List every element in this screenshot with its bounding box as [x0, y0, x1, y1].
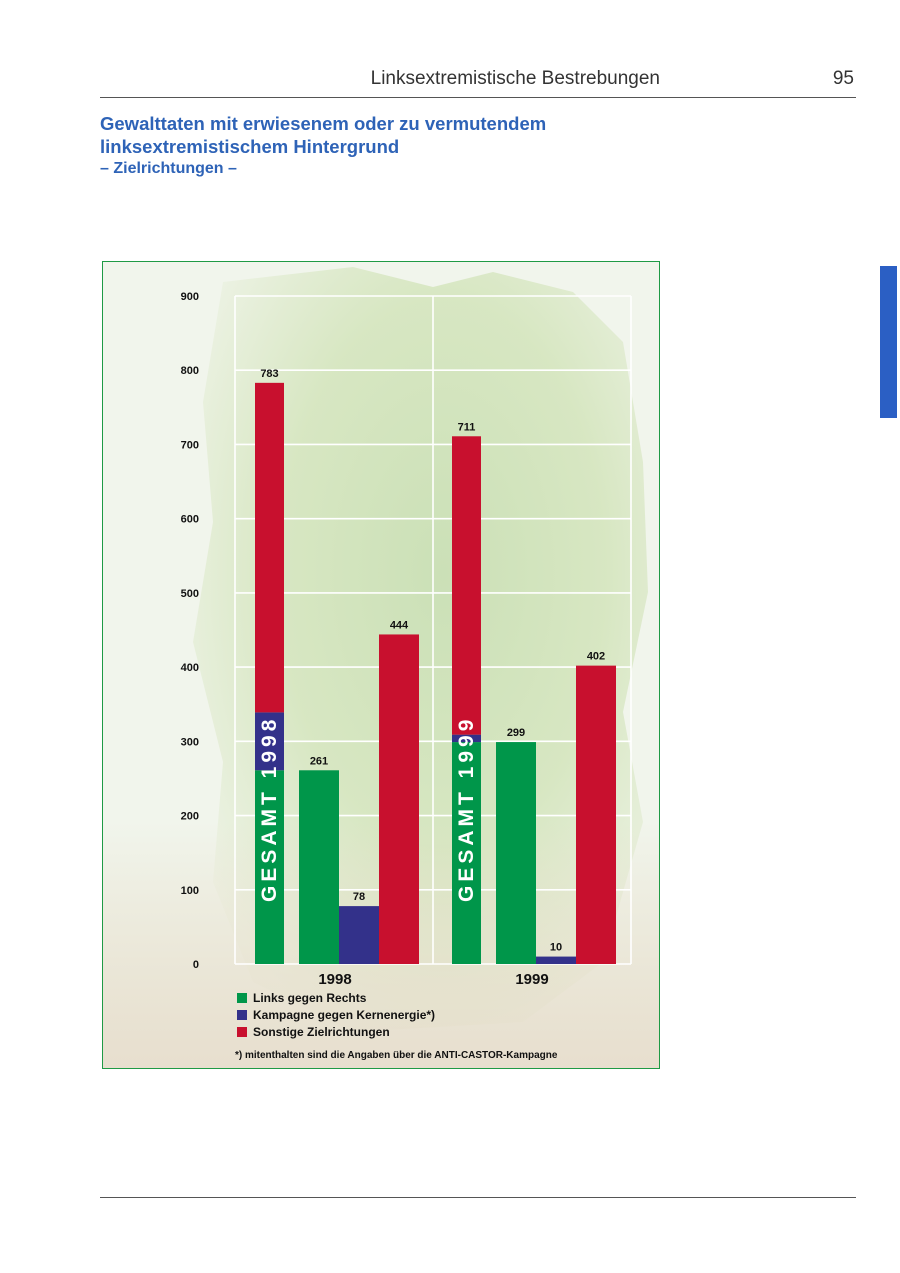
- y-tick-label: 100: [181, 885, 199, 897]
- y-tick-label: 400: [181, 662, 199, 674]
- legend-swatch: [237, 993, 247, 1003]
- data-label: 78: [353, 891, 365, 903]
- legend-swatch: [237, 1010, 247, 1020]
- data-label: 299: [507, 727, 525, 739]
- y-tick-label: 300: [181, 736, 199, 748]
- total-bar-segment: [452, 734, 481, 743]
- footer-rule: [100, 1197, 856, 1198]
- section-title: Linksextremistische Bestrebungen: [370, 68, 660, 89]
- chart-footnote: *) mitenthalten sind die Angaben über di…: [235, 1050, 558, 1061]
- legend: Links gegen Rechts Kampagne gegen Kernene…: [237, 991, 435, 1039]
- chart-grid: [234, 295, 632, 965]
- chart-title-line-2: linksextremistischem Hintergrund: [100, 136, 400, 157]
- running-head: Linksextremistische Bestrebungen 95: [100, 66, 856, 98]
- legend-label: Kampagne gegen Kernenergie*): [253, 1008, 435, 1022]
- bar: [496, 742, 536, 964]
- total-bar-segment: [255, 382, 284, 713]
- legend-label: Links gegen Rechts: [253, 991, 367, 1005]
- chart-title-line-1: Gewalttaten mit erwiesenem oder zu vermu…: [100, 113, 547, 134]
- bar: [576, 665, 616, 964]
- total-bar-segment: [452, 436, 481, 735]
- data-label: 402: [587, 651, 605, 663]
- bar: [299, 770, 339, 964]
- data-label: 711: [458, 421, 476, 433]
- x-category-label: 1999: [515, 971, 548, 988]
- legend-swatch: [237, 1027, 247, 1037]
- y-axis-labels: 0 100 200 300 400 500 600 700 800 900: [181, 291, 199, 971]
- chapter-tab-marker: [880, 266, 897, 418]
- page-number: 95: [832, 68, 854, 89]
- total-bar-label: GESAMT 1999: [455, 716, 478, 902]
- y-tick-label: 800: [181, 365, 199, 377]
- y-tick-label: 200: [181, 811, 199, 823]
- total-bar-segment: [255, 770, 284, 964]
- bar-chart: 0 100 200 300 400 500 600 700 800 900 783 GESAMT 1…: [103, 262, 659, 1068]
- data-label: 261: [310, 755, 328, 767]
- bar: [379, 634, 419, 964]
- x-axis-labels: 1998 1999: [318, 971, 548, 988]
- chart-bars: [255, 382, 616, 964]
- data-label: 10: [550, 942, 562, 954]
- data-labels: 783 GESAMT 1998 261 78 444 711 GESAMT 1999 299 1…: [258, 368, 605, 954]
- y-tick-label: 700: [181, 439, 199, 451]
- y-tick-label: 900: [181, 291, 199, 303]
- total-bar-segment: [452, 742, 481, 964]
- y-tick-label: 600: [181, 514, 199, 526]
- bar: [536, 956, 576, 964]
- x-category-label: 1998: [318, 971, 351, 988]
- total-bar-label: GESAMT 1998: [258, 716, 281, 902]
- y-tick-label: 500: [181, 588, 199, 600]
- legend-label: Sonstige Zielrichtungen: [253, 1025, 390, 1039]
- data-label: 783: [260, 368, 278, 380]
- bar: [339, 906, 379, 964]
- y-tick-label: 0: [193, 959, 199, 971]
- chart-frame: 0 100 200 300 400 500 600 700 800 900 783 GESAMT 1…: [102, 261, 660, 1069]
- chart-title: Gewalttaten mit erwiesenem oder zu vermu…: [100, 112, 660, 158]
- total-bar-segment: [255, 712, 284, 771]
- chart-subtitle: – Zielrichtungen –: [100, 160, 237, 177]
- data-label: 444: [390, 619, 409, 631]
